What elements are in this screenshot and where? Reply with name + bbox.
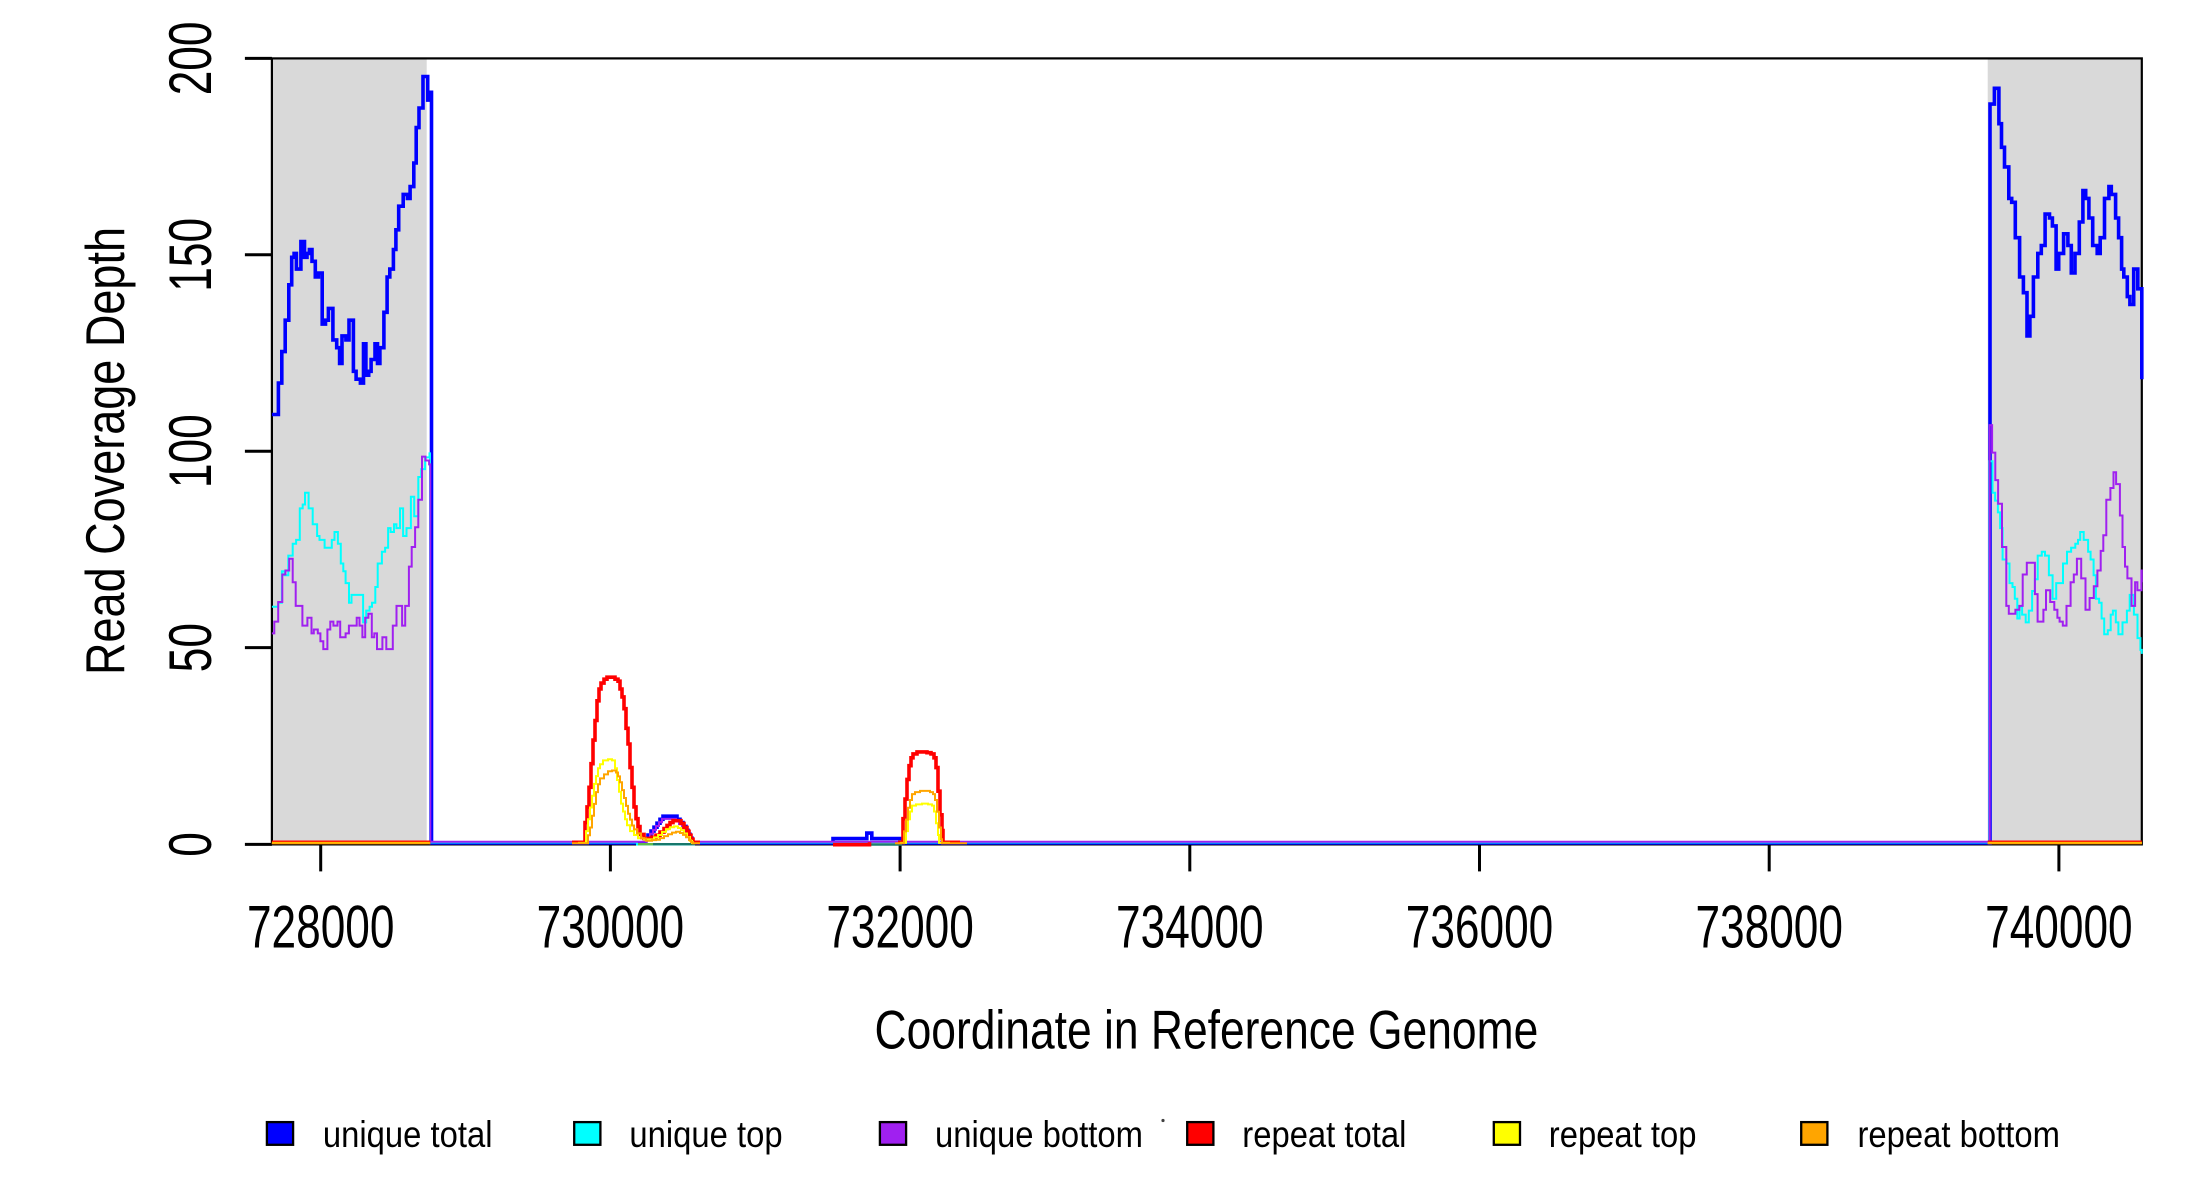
svg-text:repeat total: repeat total	[1242, 1114, 1406, 1155]
svg-text:Coordinate in Reference Genome: Coordinate in Reference Genome	[875, 999, 1539, 1061]
svg-text:50: 50	[157, 623, 224, 672]
svg-text:200: 200	[157, 22, 224, 96]
svg-text:unique top: unique top	[629, 1114, 782, 1155]
svg-text:repeat top: repeat top	[1549, 1114, 1697, 1155]
svg-text:738000: 738000	[1695, 894, 1843, 961]
svg-text:728000: 728000	[247, 894, 395, 961]
svg-text:unique bottom: unique bottom	[935, 1114, 1143, 1155]
svg-text:730000: 730000	[537, 894, 685, 961]
svg-text:150: 150	[157, 218, 224, 292]
svg-text:unique total: unique total	[323, 1114, 493, 1155]
svg-text:740000: 740000	[1985, 894, 2133, 961]
svg-text:0: 0	[157, 832, 224, 857]
svg-text:100: 100	[157, 414, 224, 488]
svg-text:734000: 734000	[1116, 894, 1264, 961]
svg-text:Read Coverage Depth: Read Coverage Depth	[74, 227, 136, 675]
svg-text:732000: 732000	[826, 894, 974, 961]
svg-text:repeat bottom: repeat bottom	[1858, 1114, 2060, 1155]
svg-text:736000: 736000	[1406, 894, 1554, 961]
